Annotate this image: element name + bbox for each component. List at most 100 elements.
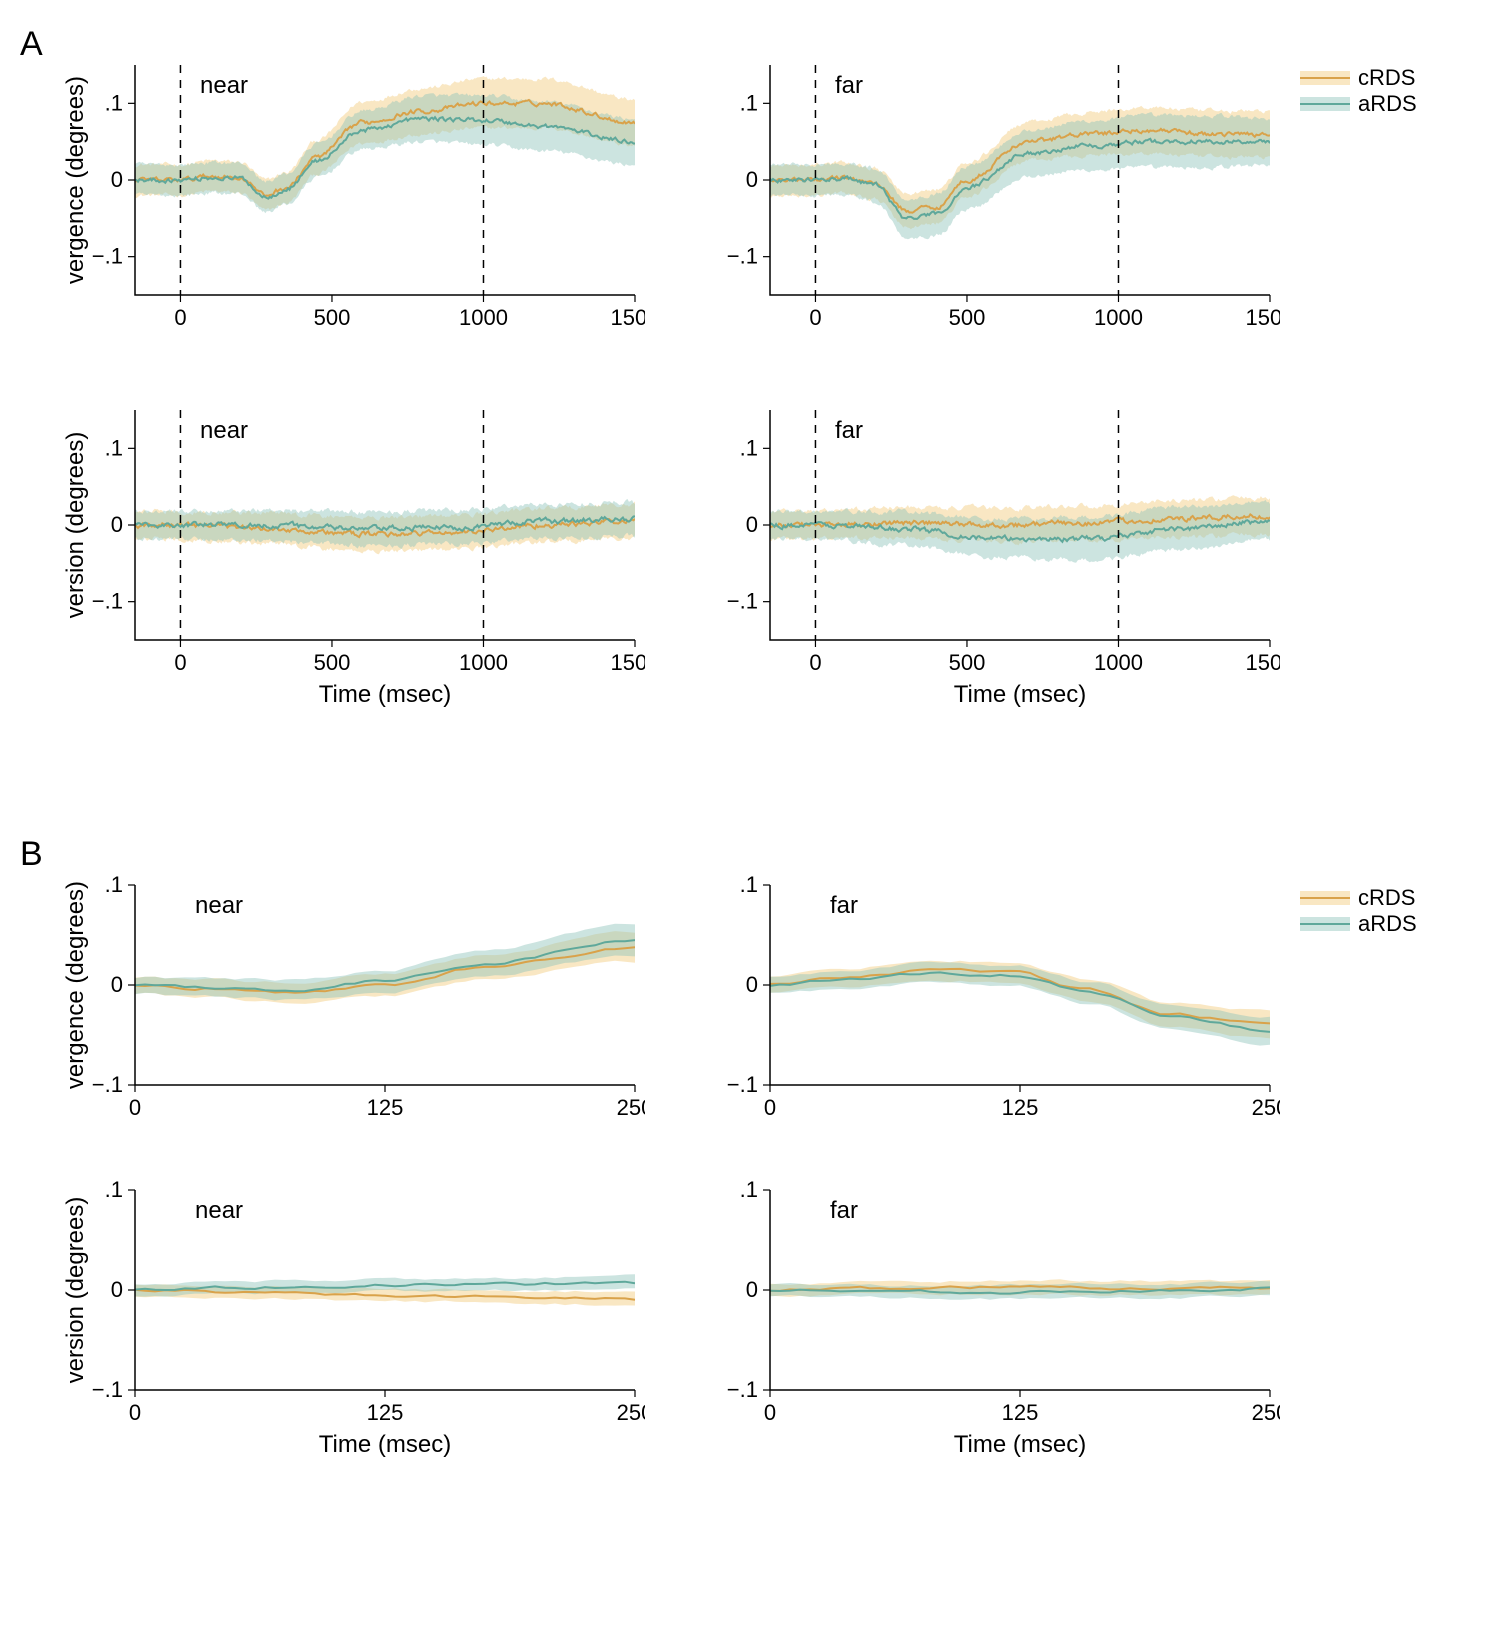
- xtick-label-500-A1: 500: [314, 305, 351, 330]
- xtick-label-0-A2: 0: [809, 305, 821, 330]
- xtick-label-1000-A1: 1000: [459, 305, 508, 330]
- legend-line-aRDS: [1300, 103, 1350, 105]
- panel-svg-A2: 0 500 1000 1500 −.1 0 .1 far: [700, 55, 1280, 335]
- panel-label-B2: far: [830, 892, 858, 919]
- y-axis-title-A3: version (degrees): [65, 432, 89, 619]
- panel-svg-B3: 0125250−.10.1version (degrees)Time (msec…: [65, 1180, 645, 1470]
- xtick-label-1500-A4: 1500: [1246, 650, 1280, 675]
- x-axis-title-A3: Time (msec): [319, 681, 451, 708]
- ytick-label-2-B2: .1: [740, 875, 758, 897]
- xtick-label-1500-A3: 1500: [611, 650, 645, 675]
- ytick-label-2-A1: .1: [105, 90, 123, 115]
- y-axis-title-B1: vergence (degrees): [65, 881, 89, 1089]
- ytick-label-2-A2: .1: [740, 90, 758, 115]
- y-axis-title-B3: version (degrees): [65, 1197, 89, 1384]
- ytick-label-2-B4: .1: [740, 1180, 758, 1202]
- legend-item-cRDS-B: cRDS: [1300, 885, 1417, 911]
- xtick-label-1000-A3: 1000: [459, 650, 508, 675]
- panel-label-B3: near: [195, 1197, 243, 1224]
- band-aRDS-B2: [770, 962, 1270, 1046]
- xtick-label-250-B4: 250: [1252, 1400, 1280, 1425]
- legend-swatch-cRDS-B: [1300, 889, 1350, 907]
- xtick-label-0-A3: 0: [174, 650, 186, 675]
- panel-svg-B1: 0125250−.10.1vergence (degrees)near: [65, 875, 645, 1125]
- xtick-label-1000-A2: 1000: [1094, 305, 1143, 330]
- xtick-label-0-B3: 0: [129, 1400, 141, 1425]
- panel-A1: 050010001500−.10.1vergence (degrees)near: [65, 55, 645, 335]
- ytick-label-1-A1: 0: [111, 167, 123, 192]
- legend-line-cRDS-B: [1300, 897, 1350, 899]
- xtick-label-125-B4: 125: [1002, 1400, 1039, 1425]
- xtick-label-125-B2: 125: [1002, 1095, 1039, 1120]
- panel-svg-B2: 0125250−.10.1far: [700, 875, 1280, 1125]
- legend-item-aRDS-B: aRDS: [1300, 911, 1417, 937]
- legend-A: cRDS aRDS: [1300, 65, 1417, 117]
- panel-label-B4: far: [830, 1197, 858, 1224]
- ytick-label-0-B1: −.1: [92, 1072, 123, 1097]
- panel-svg-A3: 050010001500−.10.1version (degrees)Time …: [65, 400, 645, 720]
- panel-B4: 0125250−.10.1Time (msec)far: [700, 1180, 1280, 1470]
- x-axis-title-A4: Time (msec): [954, 681, 1086, 708]
- xtick-label-1500-A2: 1500: [1246, 305, 1280, 330]
- ytick-label-0-B2: −.1: [727, 1072, 758, 1097]
- ytick-label-0-A2: −.1: [727, 244, 758, 269]
- ytick-label-1-B2: 0: [746, 972, 758, 997]
- legend-B: cRDS aRDS: [1300, 885, 1417, 937]
- xtick-label-500-A3: 500: [314, 650, 351, 675]
- ytick-label-0-A3: −.1: [92, 589, 123, 614]
- panel-B3: 0125250−.10.1version (degrees)Time (msec…: [65, 1180, 645, 1470]
- band-aRDS-A1: [135, 93, 635, 214]
- section-label-B: B: [20, 835, 43, 874]
- panel-svg-B4: 0125250−.10.1Time (msec)far: [700, 1180, 1280, 1470]
- section-label-A: A: [20, 25, 43, 64]
- panel-label-A2: far: [835, 72, 863, 99]
- ytick-label-2-B1: .1: [105, 875, 123, 897]
- ytick-label-0-A4: −.1: [727, 589, 758, 614]
- legend-swatch-cRDS: [1300, 69, 1350, 87]
- ytick-label-1-B3: 0: [111, 1277, 123, 1302]
- panel-A2: 0 500 1000 1500 −.1 0 .1 far: [700, 55, 1280, 335]
- panel-B1: 0125250−.10.1vergence (degrees)near: [65, 875, 645, 1125]
- xtick-label-0-B2: 0: [764, 1095, 776, 1120]
- xtick-label-1500-A1: 1500: [611, 305, 645, 330]
- xtick-label-250-B2: 250: [1252, 1095, 1280, 1120]
- xtick-label-0-B4: 0: [764, 1400, 776, 1425]
- panel-label-A4: far: [835, 417, 863, 444]
- panel-A3: 050010001500−.10.1version (degrees)Time …: [65, 400, 645, 720]
- xtick-label-500-A2: 500: [949, 305, 986, 330]
- ytick-label-1-A2: 0: [746, 167, 758, 192]
- x-axis-title-B3: Time (msec): [319, 1431, 451, 1458]
- ytick-label-0-B3: −.1: [92, 1377, 123, 1402]
- ytick-label-2-B3: .1: [105, 1180, 123, 1202]
- xtick-label-1000-A4: 1000: [1094, 650, 1143, 675]
- legend-line-aRDS-B: [1300, 923, 1350, 925]
- x-axis-title-B4: Time (msec): [954, 1431, 1086, 1458]
- ytick-label-1-A4: 0: [746, 512, 758, 537]
- legend-label-aRDS-B: aRDS: [1358, 911, 1417, 937]
- xtick-label-0-B1: 0: [129, 1095, 141, 1120]
- ytick-label-1-B4: 0: [746, 1277, 758, 1302]
- ytick-label-1-A3: 0: [111, 512, 123, 537]
- panel-B2: 0125250−.10.1far: [700, 875, 1280, 1125]
- xtick-label-250-B3: 250: [617, 1400, 645, 1425]
- xtick-label-250-B1: 250: [617, 1095, 645, 1120]
- panel-svg-A1: 050010001500−.10.1vergence (degrees)near: [65, 55, 645, 335]
- xtick-label-125-B3: 125: [367, 1400, 404, 1425]
- legend-item-cRDS: cRDS: [1300, 65, 1417, 91]
- legend-item-aRDS: aRDS: [1300, 91, 1417, 117]
- ytick-label-2-A4: .1: [740, 435, 758, 460]
- panel-label-B1: near: [195, 892, 243, 919]
- xtick-label-500-A4: 500: [949, 650, 986, 675]
- xtick-label-125-B1: 125: [367, 1095, 404, 1120]
- y-axis-title-A1: vergence (degrees): [65, 76, 89, 284]
- ytick-label-1-B1: 0: [111, 972, 123, 997]
- panel-svg-A4: 0 500 1000 1500 −.1 0 .1 Time (msec) far: [700, 400, 1280, 720]
- xtick-label-0-A4: 0: [809, 650, 821, 675]
- ytick-label-0-A1: −.1: [92, 244, 123, 269]
- legend-label-cRDS: cRDS: [1358, 65, 1415, 91]
- legend-swatch-aRDS-B: [1300, 915, 1350, 933]
- panel-A4: 0 500 1000 1500 −.1 0 .1 Time (msec) far: [700, 400, 1280, 720]
- legend-label-aRDS: aRDS: [1358, 91, 1417, 117]
- panel-label-A1: near: [200, 72, 248, 99]
- legend-line-cRDS: [1300, 77, 1350, 79]
